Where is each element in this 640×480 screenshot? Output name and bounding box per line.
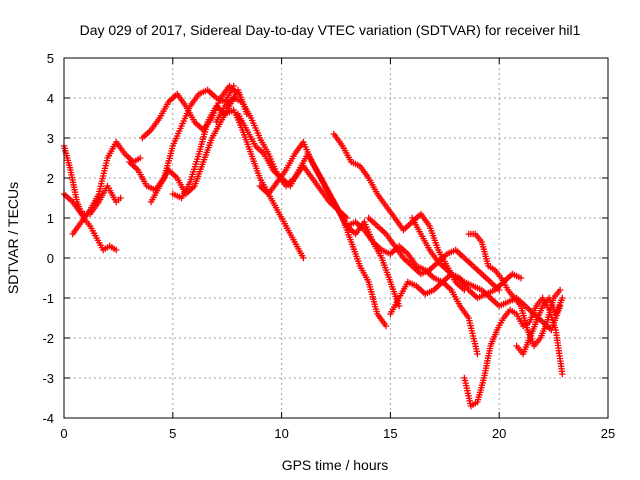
y-axis-label: SDTVAR / TECUs: [5, 182, 21, 294]
series-track-4: [126, 82, 237, 194]
y-tick-label: 4: [47, 91, 54, 106]
x-tick-label: 5: [169, 426, 176, 441]
y-tick-label: -4: [42, 411, 54, 426]
data-marks: [60, 82, 566, 410]
data-point: [556, 286, 564, 294]
y-tick-label: 0: [47, 251, 54, 266]
series-track-9: [234, 110, 390, 330]
series-track-3: [69, 138, 144, 238]
data-point: [395, 302, 403, 310]
series-track-18: [513, 294, 566, 358]
data-point: [300, 254, 307, 262]
series-track-2: [60, 182, 124, 218]
chart-title: Day 029 of 2017, Sidereal Day-to-day VTE…: [80, 22, 581, 38]
y-tick-label: 1: [47, 211, 54, 226]
data-point: [137, 154, 144, 162]
grid: [64, 58, 608, 418]
data-point: [474, 350, 481, 358]
series-track-5: [139, 82, 242, 142]
data-point: [559, 294, 566, 302]
y-tick-label: -2: [42, 331, 54, 346]
plot-frame: [63, 57, 609, 419]
x-tick-label: 10: [274, 426, 288, 441]
series-track-10: [256, 138, 403, 310]
series-track-17: [465, 230, 564, 350]
x-axis-label: GPS time / hours: [282, 457, 389, 473]
y-tick-label: 2: [47, 171, 54, 186]
axis-ticks: [63, 57, 609, 419]
x-tick-label: 0: [60, 426, 67, 441]
series-track-13: [365, 214, 503, 294]
x-tick-label: 25: [601, 426, 615, 441]
x-tick-labels: 0 5 10 15 20 25: [60, 426, 615, 441]
data-point: [117, 194, 124, 202]
series-track-15: [409, 214, 564, 334]
y-tick-label: -1: [42, 291, 54, 306]
data-point: [517, 274, 525, 282]
y-tick-label: -3: [42, 371, 54, 386]
y-tick-label: 3: [47, 131, 54, 146]
x-tick-label: 20: [492, 426, 506, 441]
y-tick-label: 5: [47, 51, 54, 66]
x-tick-label: 15: [383, 426, 397, 441]
y-tick-labels: -4 -3 -2 -1 0 1 2 3 4 5: [42, 51, 54, 426]
data-point: [382, 322, 390, 330]
data-point: [113, 246, 120, 254]
data-point: [559, 370, 566, 378]
